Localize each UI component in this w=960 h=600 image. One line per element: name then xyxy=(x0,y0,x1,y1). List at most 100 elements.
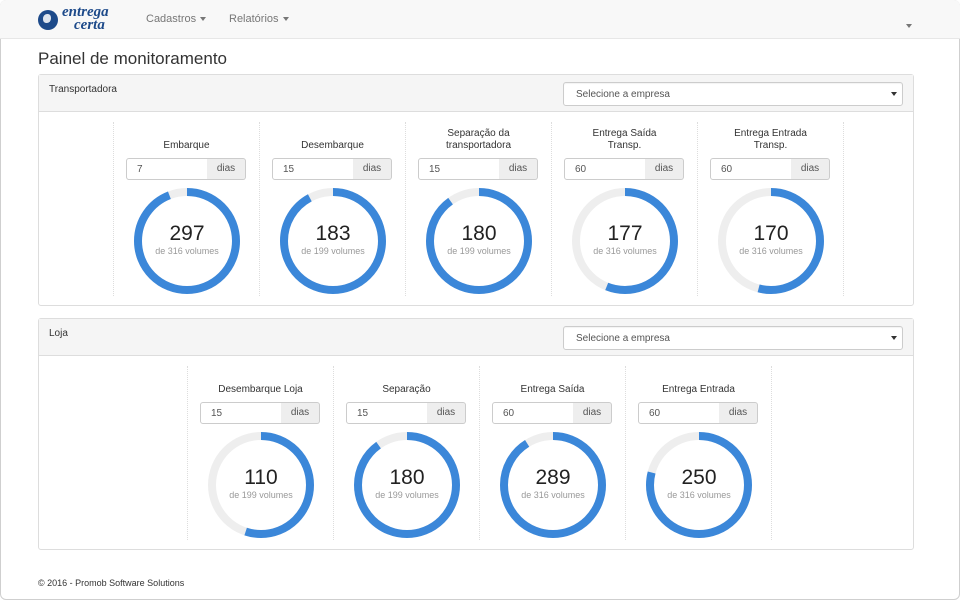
panel-title: Transportadora xyxy=(49,84,117,95)
gauge-subtitle: de 199 volumes xyxy=(229,490,293,500)
days-input[interactable]: 60 xyxy=(564,158,646,180)
progress-ring: 180 de 199 volumes xyxy=(352,430,462,540)
days-input[interactable]: 15 xyxy=(418,158,500,180)
panel-loja: Loja Selecione a empresa Desembarque Loj… xyxy=(38,318,914,550)
days-input-group: 60 dias xyxy=(564,158,686,180)
brand-text: entrega certa xyxy=(62,4,142,33)
navbar: entrega certa Cadastros Relatórios xyxy=(0,0,960,39)
gauge-value: 180 xyxy=(389,466,425,489)
gauge-label: Entrega Entrada Transp. xyxy=(734,128,807,151)
globe-icon xyxy=(38,10,58,30)
ring-progress-arc xyxy=(572,188,678,294)
progress-ring: 250 de 316 volumes xyxy=(644,430,754,540)
gauge-label: Embarque xyxy=(163,140,210,151)
days-addon: dias xyxy=(207,158,246,180)
days-input-group: 60 dias xyxy=(492,402,614,424)
days-input[interactable]: 60 xyxy=(710,158,792,180)
ring-svg xyxy=(208,432,314,538)
gauge-label: Separação xyxy=(382,384,431,395)
gauge-card: Desembarque Loja 15 dias 110 de 199 volu… xyxy=(187,366,333,540)
days-input[interactable]: 15 xyxy=(200,402,282,424)
company-select-value: Selecione a empresa xyxy=(576,333,670,344)
ring-progress-arc xyxy=(500,432,606,538)
days-addon: dias xyxy=(791,158,830,180)
gauge-value: 297 xyxy=(169,222,205,245)
user-menu[interactable] xyxy=(902,17,912,35)
days-addon: dias xyxy=(719,402,758,424)
gauge-value: 250 xyxy=(681,466,717,489)
company-select[interactable]: Selecione a empresa xyxy=(563,82,903,106)
progress-ring: 110 de 199 volumes xyxy=(206,430,316,540)
gauge-card: Entrega Entrada 60 dias 250 de 316 volum… xyxy=(625,366,772,540)
days-addon: dias xyxy=(499,158,538,180)
gauge-value: 110 xyxy=(244,466,278,489)
days-input[interactable]: 60 xyxy=(638,402,720,424)
nav-cadastros[interactable]: Cadastros xyxy=(146,13,207,25)
brand-line1: entrega xyxy=(62,4,109,20)
caret-down-icon xyxy=(282,17,289,22)
gauge-card: Separação 15 dias 180 de 199 volumes xyxy=(333,366,479,540)
days-input[interactable]: 15 xyxy=(346,402,428,424)
days-input[interactable]: 7 xyxy=(126,158,208,180)
days-input[interactable]: 60 xyxy=(492,402,574,424)
gauge-subtitle: de 199 volumes xyxy=(447,246,511,256)
gauge-label: Desembarque Loja xyxy=(218,384,303,395)
ring-progress-arc xyxy=(134,188,240,294)
ring-progress-arc xyxy=(208,432,314,538)
select-arrow-icon xyxy=(891,336,897,340)
days-input-group: 15 dias xyxy=(346,402,468,424)
gauge-card: Embarque 7 dias 297 de 316 volumes xyxy=(113,122,259,296)
days-input[interactable]: 15 xyxy=(272,158,354,180)
nav-cadastros-label: Cadastros xyxy=(146,13,197,25)
days-input-group: 15 dias xyxy=(418,158,540,180)
gauge-label: Entrega Saída xyxy=(520,384,585,395)
gauge-card: Separação da transportadora 15 dias 180 … xyxy=(405,122,551,296)
panel-transportadora: Transportadora Selecione a empresa Embar… xyxy=(38,74,914,306)
ring-svg xyxy=(572,188,678,294)
gauge-subtitle: de 316 volumes xyxy=(739,246,803,256)
gauge-value: 170 xyxy=(753,222,789,245)
gauge-subtitle: de 316 volumes xyxy=(155,246,219,256)
gauge-label: Entrega Entrada xyxy=(662,384,735,395)
brand-logo[interactable]: entrega certa xyxy=(38,5,133,34)
page-title: Painel de monitoramento xyxy=(38,49,228,68)
days-input-group: 7 dias xyxy=(126,158,248,180)
ring-svg xyxy=(134,188,240,294)
panel-title: Loja xyxy=(49,328,68,339)
company-select-value: Selecione a empresa xyxy=(576,89,670,100)
gauge-subtitle: de 316 volumes xyxy=(667,490,731,500)
days-addon: dias xyxy=(427,402,466,424)
gauge-value: 289 xyxy=(535,466,571,489)
ring-svg xyxy=(646,432,752,538)
select-arrow-icon xyxy=(891,92,897,96)
progress-ring: 170 de 316 volumes xyxy=(716,186,826,296)
gauge-value: 183 xyxy=(315,222,351,245)
ring-progress-arc xyxy=(280,188,386,294)
ring-svg xyxy=(426,188,532,294)
panel-heading: Transportadora Selecione a empresa xyxy=(39,75,913,112)
gauge-subtitle: de 316 volumes xyxy=(521,490,585,500)
ring-progress-arc xyxy=(646,432,752,538)
days-addon: dias xyxy=(281,402,320,424)
gauge-label: Separação da transportadora xyxy=(445,128,512,151)
days-input-group: 15 dias xyxy=(272,158,394,180)
gauge-value: 180 xyxy=(461,222,497,245)
ring-progress-arc xyxy=(426,188,532,294)
days-input-group: 15 dias xyxy=(200,402,322,424)
gauge-label: Entrega Saída Transp. xyxy=(592,128,657,151)
brand-line2: certa xyxy=(74,17,105,33)
gauge-subtitle: de 199 volumes xyxy=(301,246,365,256)
gauge-subtitle: de 199 volumes xyxy=(375,490,439,500)
nav-relatorios-label: Relatórios xyxy=(229,13,279,25)
gauge-label: Desembarque xyxy=(301,140,364,151)
company-select[interactable]: Selecione a empresa xyxy=(563,326,903,350)
days-input-group: 60 dias xyxy=(710,158,832,180)
progress-ring: 289 de 316 volumes xyxy=(498,430,608,540)
nav-relatorios[interactable]: Relatórios xyxy=(229,13,289,25)
progress-ring: 180 de 199 volumes xyxy=(424,186,534,296)
caret-down-icon xyxy=(200,17,207,22)
caret-down-icon xyxy=(906,23,912,28)
gauge-card: Entrega Saída Transp. 60 dias 177 de 316… xyxy=(551,122,697,296)
gauge-value: 177 xyxy=(607,222,643,245)
footer-copyright: © 2016 - Promob Software Solutions xyxy=(38,578,185,588)
